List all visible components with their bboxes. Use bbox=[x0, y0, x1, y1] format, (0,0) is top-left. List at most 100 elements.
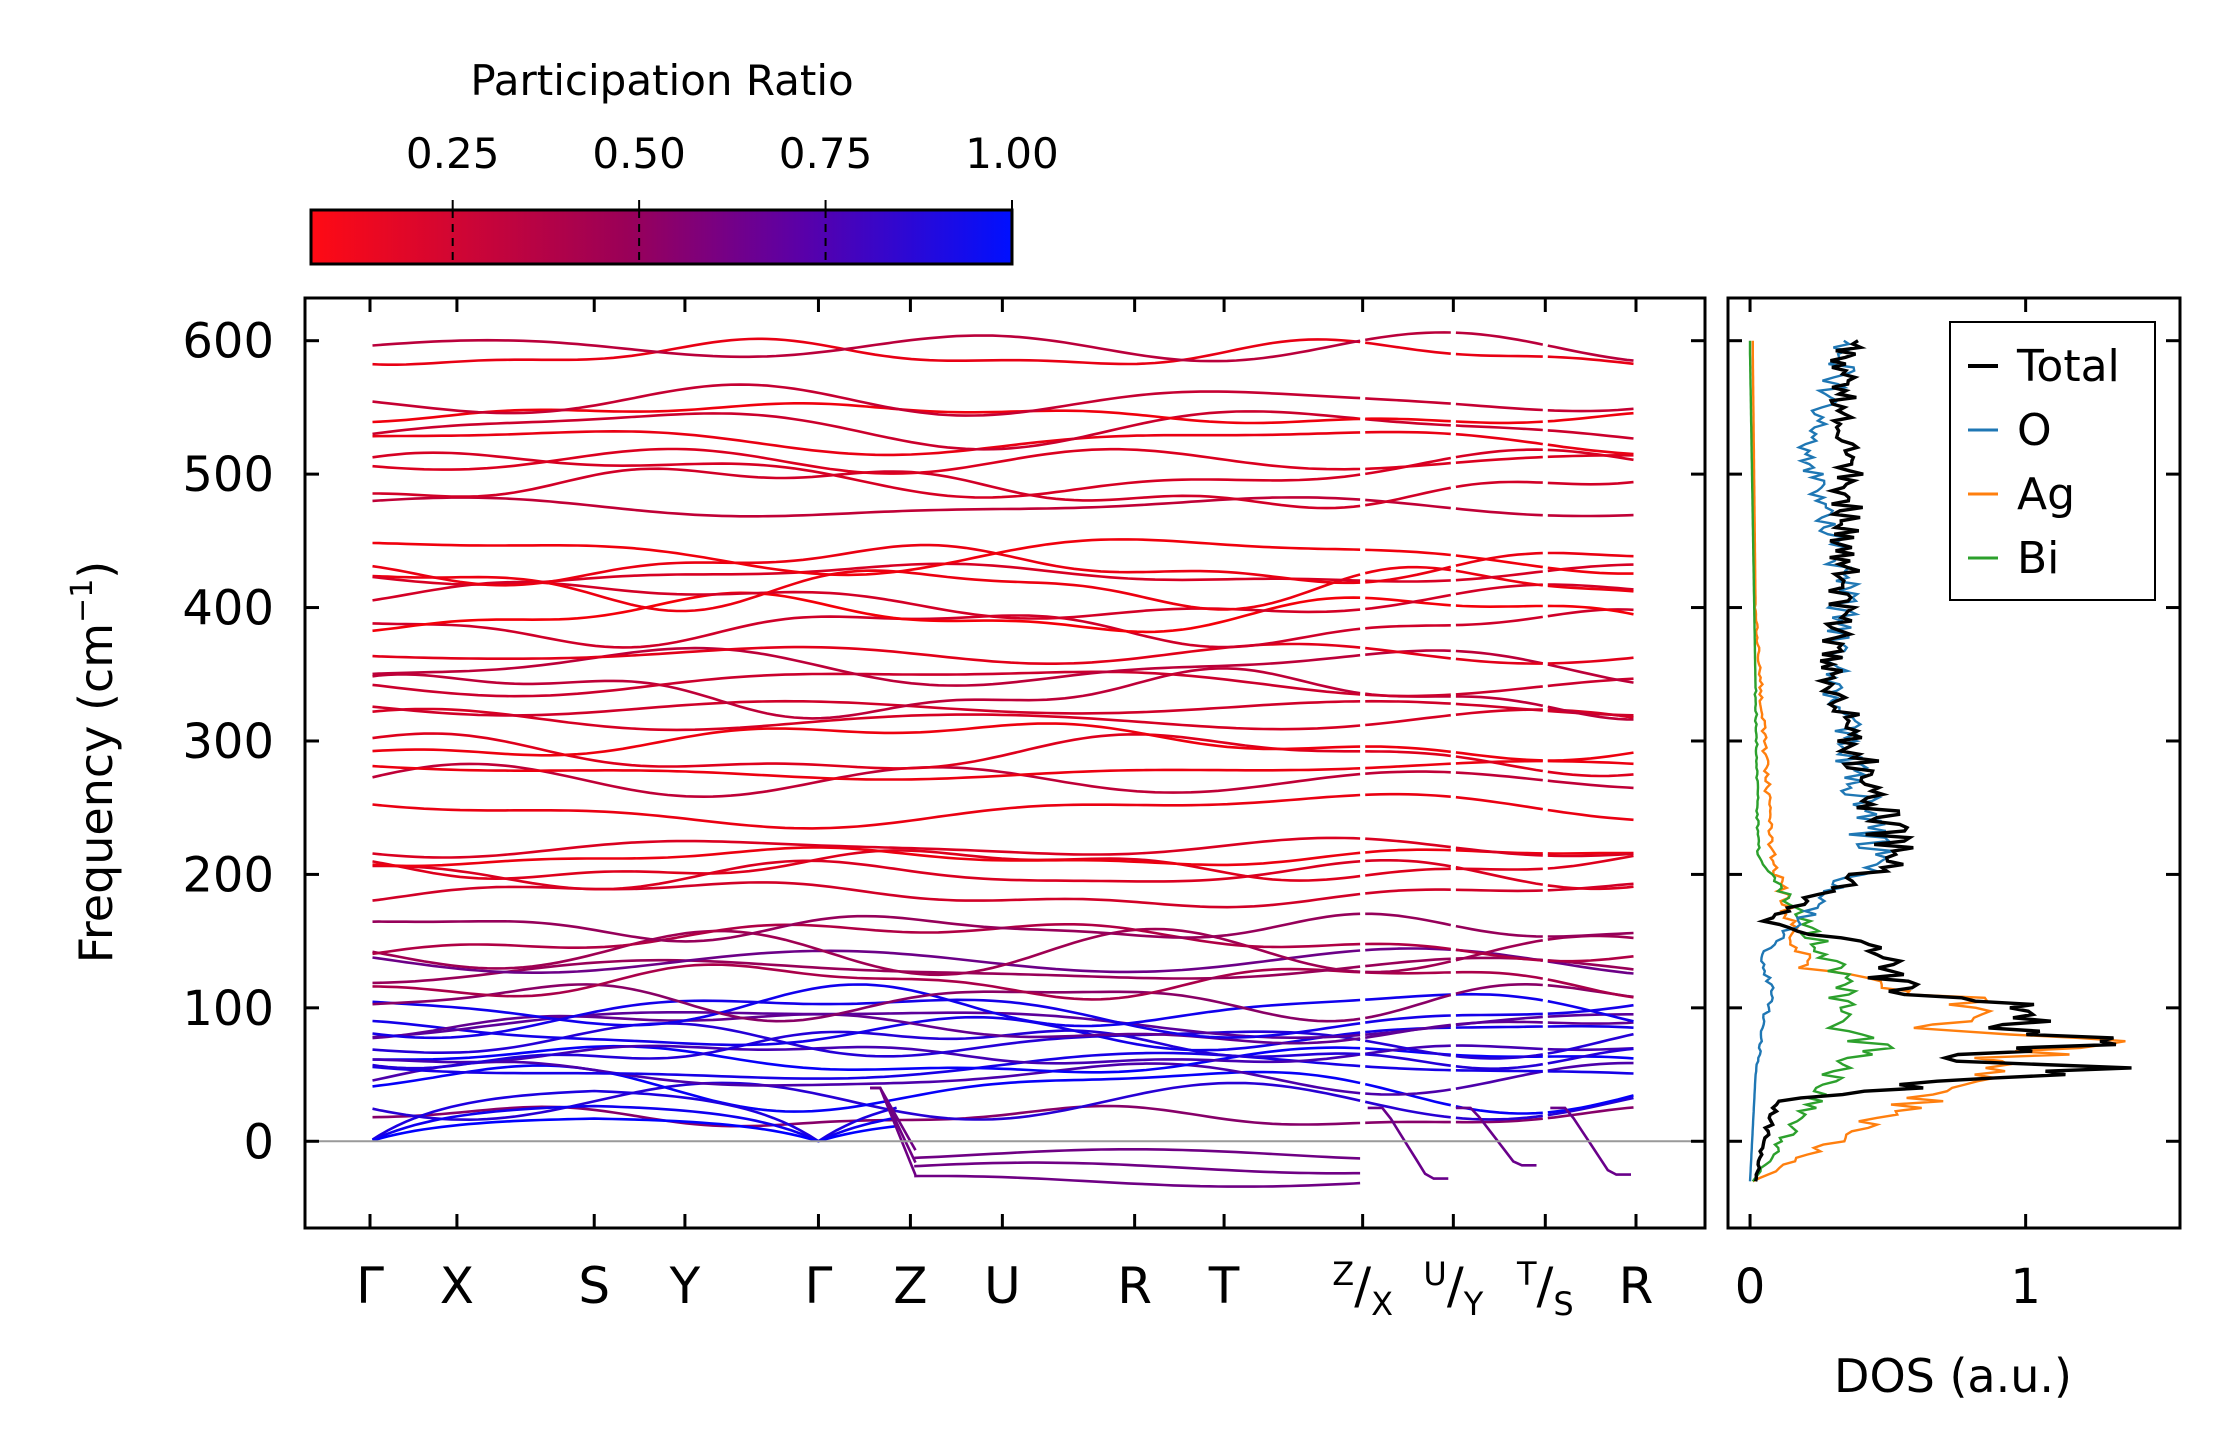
phonon-branch bbox=[1365, 498, 1451, 510]
phonon-branch bbox=[1455, 1025, 1543, 1029]
phonon-branch bbox=[372, 881, 1361, 909]
path-label: R bbox=[1117, 1257, 1152, 1315]
phonon-branch bbox=[1365, 1120, 1451, 1125]
colorbar-gradient bbox=[309, 208, 1014, 266]
phonon-branch bbox=[1455, 615, 1543, 627]
phonon-branch bbox=[1365, 699, 1451, 705]
phonon-branch bbox=[1455, 1070, 1544, 1090]
phonon-branch bbox=[1547, 705, 1634, 721]
phonon-branch bbox=[372, 859, 1361, 891]
phonon-branch bbox=[372, 429, 1361, 457]
phonon-branch bbox=[1364, 1100, 1451, 1119]
dos-axes-frame bbox=[1726, 296, 2182, 1230]
phonon-branch bbox=[1455, 924, 1543, 938]
path-label: Γ bbox=[805, 1257, 833, 1315]
phonon-branch bbox=[372, 383, 1361, 417]
phonon-branch bbox=[372, 846, 1361, 868]
y-tick-label: 100 bbox=[182, 981, 274, 1037]
phonon-branch bbox=[372, 447, 1361, 475]
main-x-axis: Γ X S Y Γ Z U R T Z/XU/YT/S R bbox=[356, 298, 1653, 1323]
phonon-branch bbox=[1547, 448, 1634, 462]
phonon-branch bbox=[1365, 397, 1451, 405]
phonon-branch bbox=[1547, 480, 1634, 486]
phonon-branch bbox=[372, 591, 1361, 634]
phonon-branch bbox=[372, 707, 1361, 732]
phonon-branch bbox=[372, 1060, 1361, 1095]
phonon-branch bbox=[1365, 942, 1451, 951]
phonon-branch bbox=[1455, 569, 1543, 587]
phonon-branch bbox=[372, 642, 1361, 665]
phonon-branch bbox=[1364, 1039, 1451, 1057]
phonon-branch bbox=[372, 337, 1361, 366]
phonon-branch bbox=[1547, 663, 1634, 684]
phonon-branch bbox=[372, 722, 1361, 757]
y-tick-label: 200 bbox=[182, 847, 274, 903]
dos-x-tick-label: 0 bbox=[1735, 1259, 1766, 1315]
phonon-branch bbox=[372, 1022, 1361, 1058]
path-label-slash: / bbox=[1536, 1257, 1553, 1315]
phonon-branch bbox=[1455, 424, 1543, 432]
phonon-branch bbox=[1365, 960, 1452, 974]
phonon-branch bbox=[1455, 795, 1543, 811]
phonon-branch bbox=[1365, 430, 1451, 436]
path-label-sub: X bbox=[1371, 1285, 1393, 1323]
phonon-branch bbox=[372, 334, 1361, 363]
phonon-branch bbox=[1550, 1106, 1631, 1176]
phonon-branch bbox=[1455, 1117, 1543, 1124]
phonon-branch bbox=[1365, 1053, 1451, 1067]
colorbar: Participation Ratio 0.25 0.50 0.75 1.00 bbox=[309, 56, 1059, 266]
phonon-branch bbox=[1365, 596, 1451, 607]
phonon-branch bbox=[1547, 407, 1634, 413]
phonon-branch bbox=[372, 410, 1361, 451]
phonon-branch bbox=[1455, 695, 1544, 708]
phonon-branch bbox=[1365, 957, 1451, 968]
y-tick-label: 600 bbox=[182, 314, 274, 370]
phonon-branch bbox=[1455, 448, 1543, 459]
phonon-branch bbox=[372, 614, 1361, 649]
phonon-branch bbox=[870, 1086, 917, 1176]
phonon-branch bbox=[1455, 751, 1543, 762]
phonon-branch bbox=[1547, 978, 1634, 999]
colorbar-ticks: 0.25 0.50 0.75 1.00 bbox=[406, 129, 1059, 264]
legend-label: Bi bbox=[2017, 533, 2059, 584]
phonon-branch bbox=[1365, 341, 1451, 355]
phonon-branch bbox=[1365, 624, 1451, 630]
phonon-branch bbox=[1547, 770, 1634, 778]
phonon-branch bbox=[1547, 931, 1634, 938]
phonon-branch bbox=[1365, 770, 1451, 775]
phonon-branch bbox=[1365, 837, 1451, 849]
phonon-branch bbox=[372, 998, 1361, 1040]
phonon-branch bbox=[1547, 999, 1634, 1023]
phonon-branch bbox=[1547, 1032, 1634, 1055]
phonon-branch bbox=[1547, 851, 1634, 855]
phonon-branch bbox=[1547, 604, 1634, 616]
dos-legend: Total O Ag Bi bbox=[1949, 321, 2156, 601]
colorbar-tick-label: 0.25 bbox=[406, 129, 500, 178]
phonon-branch bbox=[1547, 960, 1634, 975]
phonon-branch bbox=[1365, 713, 1451, 727]
phonon-branch bbox=[1455, 1106, 1537, 1167]
phonon-branch bbox=[1547, 1061, 1634, 1072]
phonon-branch bbox=[1547, 1024, 1634, 1029]
phonon-branch bbox=[1547, 808, 1634, 822]
phonon-branch bbox=[1547, 355, 1634, 366]
phonon-branch bbox=[1365, 867, 1451, 877]
phonon-branch bbox=[914, 1174, 1361, 1188]
phonon-branch bbox=[372, 983, 1361, 1028]
phonon-branch bbox=[372, 1117, 897, 1143]
dos-curve-bi bbox=[1748, 340, 1896, 1183]
phonon-branch bbox=[1365, 888, 1451, 895]
y-axis-label-suffix: ) bbox=[69, 561, 123, 579]
phonon-branch bbox=[1455, 604, 1543, 609]
phonon-branch bbox=[1455, 1012, 1543, 1017]
phonon-branch bbox=[1547, 513, 1634, 518]
phonon-branch bbox=[1455, 1069, 1543, 1073]
phonon-branch bbox=[1365, 792, 1451, 798]
phonon-branch bbox=[372, 912, 1361, 943]
phonon-branch bbox=[1547, 344, 1634, 362]
colorbar-tick-label: 0.50 bbox=[592, 129, 686, 178]
path-label-slash: / bbox=[1354, 1257, 1371, 1315]
dos-curve-total bbox=[1753, 339, 2132, 1182]
phonon-branch bbox=[1547, 583, 1634, 591]
